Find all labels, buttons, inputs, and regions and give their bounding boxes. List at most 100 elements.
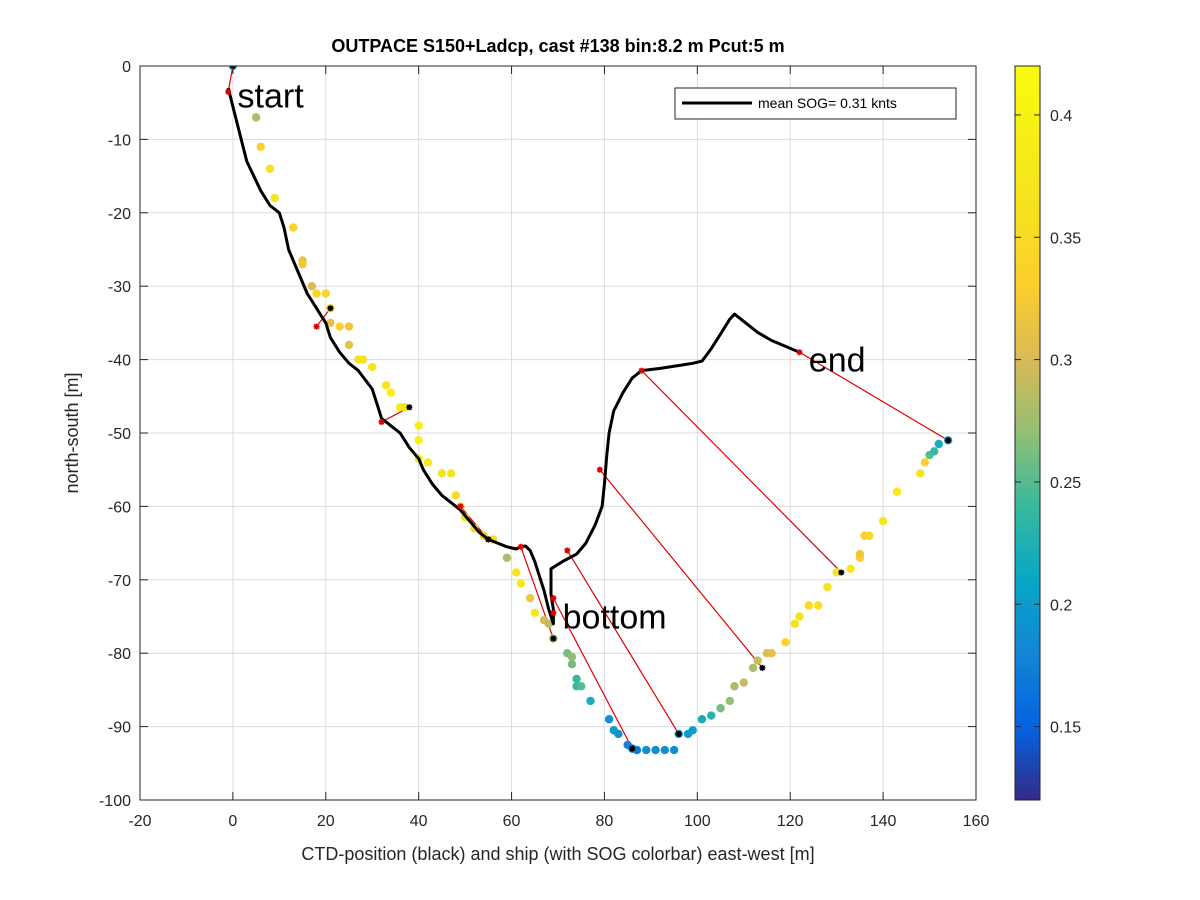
annotation-end: end: [809, 342, 866, 380]
ctd-marker: [638, 367, 645, 374]
ship-point: [781, 637, 790, 647]
ship-point: [265, 164, 275, 173]
ship-point: [358, 355, 368, 364]
ctd-marker: [596, 466, 603, 473]
ship-point: [368, 362, 377, 372]
ship-point: [446, 469, 456, 478]
x-tick-label: -20: [128, 813, 151, 830]
legend: mean SOG= 0.31 knts: [674, 87, 957, 120]
x-tick-label: 40: [410, 813, 428, 830]
x-tick-label: 60: [503, 813, 521, 830]
ship-point: [270, 193, 279, 203]
x-tick-label: 120: [777, 813, 804, 830]
connector-line: [227, 66, 234, 92]
chart-title: OUTPACE S150+Ladcp, cast #138 bin:8.2 m …: [331, 36, 784, 56]
ship-point: [307, 282, 317, 291]
colorbar-tick-label: 0.15: [1050, 720, 1081, 737]
colorbar-ticks: 0.15 0.2 0.25 0.3 0.35 0.4: [1015, 108, 1081, 737]
y-axis-label: north-south [m]: [62, 372, 82, 493]
ship-point: [251, 113, 261, 122]
ship-point: [930, 447, 939, 456]
ship-point: [855, 549, 865, 559]
ctd-marker: [550, 595, 557, 602]
colorbar-tick-label: 0.4: [1050, 108, 1072, 125]
ship-point: [878, 516, 888, 526]
ship-point: [813, 601, 823, 610]
ship-point: [730, 682, 739, 691]
ship-marker: [675, 730, 682, 737]
colorbar-tick-label: 0.35: [1050, 230, 1081, 247]
colorbar-gradient: [1014, 65, 1041, 801]
ship-point: [660, 745, 670, 755]
annotation-start: start: [238, 77, 305, 115]
ship-point: [707, 711, 716, 720]
ship-point: [688, 726, 697, 735]
x-tick-label: 80: [596, 813, 614, 830]
colorbar: 0.15 0.2 0.25 0.3 0.35 0.4: [1014, 65, 1081, 801]
ship-point: [577, 682, 586, 691]
annotation-bottom: bottom: [563, 599, 667, 637]
ship-point: [920, 458, 930, 467]
ship-point: [437, 469, 447, 478]
ship-point: [669, 745, 679, 755]
ship-marker: [629, 745, 636, 752]
ship-point: [614, 729, 623, 739]
ship-point: [892, 487, 902, 496]
ship-point: [344, 340, 354, 350]
ship-point: [344, 322, 354, 331]
ship-point: [934, 439, 944, 449]
connector-line: [641, 370, 842, 573]
ship-point: [256, 142, 265, 151]
colorbar-tick-label: 0.3: [1050, 353, 1072, 370]
ship-point: [414, 421, 423, 430]
x-axis-label: CTD-position (black) and ship (with SOG …: [301, 844, 814, 864]
ship-point: [795, 612, 804, 621]
ship-point: [312, 289, 321, 298]
x-tick-label: 20: [317, 813, 335, 830]
ship-point: [298, 259, 307, 269]
ship-marker: [838, 569, 845, 576]
ship-point: [725, 696, 735, 706]
position-markers: [225, 66, 952, 752]
y-tick-label: -80: [108, 646, 131, 663]
ship-point: [423, 458, 433, 467]
ship-point: [289, 223, 298, 232]
legend-entry: mean SOG= 0.31 knts: [758, 95, 897, 111]
ship-point: [823, 582, 832, 592]
x-tick-label: 160: [963, 813, 990, 830]
ctd-marker: [225, 88, 232, 95]
ship-point: [530, 608, 539, 618]
ship-point: [567, 660, 577, 669]
ship-point: [716, 704, 725, 713]
ship-point: [451, 491, 461, 500]
y-tick-label: 0: [122, 59, 131, 76]
axis-ticks: -20 0 20 40 60 80 100 120 140 160 0 -10 -20 -30 -40 -50…: [99, 59, 989, 830]
ship-point: [544, 619, 553, 629]
ctd-marker: [796, 349, 803, 356]
ship-point: [400, 403, 409, 412]
ship-point: [502, 553, 512, 562]
ship-marker: [759, 664, 766, 671]
ctd-marker: [313, 323, 320, 330]
ship-marker: [327, 305, 334, 312]
x-tick-label: 0: [228, 813, 237, 830]
ship-point: [604, 715, 614, 724]
ship-point: [381, 381, 391, 390]
y-tick-label: -100: [99, 793, 131, 810]
y-tick-label: -10: [108, 132, 131, 149]
ship-point: [414, 436, 423, 445]
connector-line: [566, 550, 680, 735]
x-tick-label: 100: [684, 813, 711, 830]
ship-point: [586, 696, 595, 706]
x-tick-label: 140: [870, 813, 897, 830]
connector-line: [599, 469, 763, 669]
ship-point: [864, 531, 874, 540]
ship-point: [790, 619, 800, 629]
colorbar-tick-label: 0.25: [1050, 475, 1081, 492]
ctd-marker: [457, 503, 464, 510]
ship-point: [572, 674, 581, 684]
y-tick-label: -40: [108, 353, 131, 370]
ship-point: [804, 601, 813, 610]
ctd-marker: [378, 418, 385, 425]
